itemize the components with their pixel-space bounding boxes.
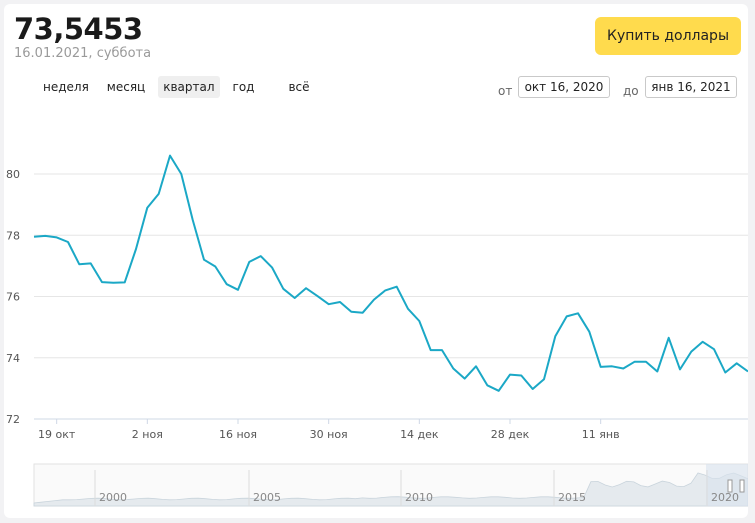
period-selector: неделя месяц квартал год всё [38,76,319,98]
data-point[interactable] [202,258,206,262]
data-point[interactable] [372,298,376,302]
navigator-year-label: 2010 [405,491,433,504]
period-week[interactable]: неделя [43,80,89,94]
x-tick-label: 11 янв [582,428,620,441]
data-point[interactable] [485,383,489,387]
y-tick-label: 74 [6,352,20,365]
navigator-year-label: 2020 [711,491,739,504]
data-point[interactable] [689,350,693,354]
data-point[interactable] [383,288,387,292]
data-point[interactable] [270,265,274,269]
data-point[interactable] [667,336,671,340]
rate-date: 16.01.2021, суббота [14,46,152,61]
data-point[interactable] [179,172,183,176]
x-tick-label: 2 ноя [132,428,163,441]
data-point[interactable] [32,235,36,239]
data-point[interactable] [191,218,195,222]
data-point[interactable] [406,307,410,311]
period-month[interactable]: месяц [106,80,146,94]
chart-area[interactable]: 72 74 76 78 80 19 окт 2 ноя 16 ноя 30 ноя 14 дек 2… [4,4,748,518]
data-point[interactable] [531,387,535,391]
navigator-handle-left[interactable] [727,479,733,493]
data-point[interactable] [349,310,353,314]
period-year[interactable]: год [232,80,255,94]
data-point[interactable] [553,334,557,338]
rate-card: 73,5453 16.01.2021, суббота Купить долла… [4,4,748,518]
data-point[interactable] [621,366,625,370]
period-quarter[interactable]: квартал [158,76,220,98]
data-point[interactable] [576,311,580,315]
range-from-label: от [498,84,513,98]
data-point[interactable] [213,264,217,268]
y-tick-label: 80 [6,168,20,181]
navigator-year-label: 2005 [253,491,281,504]
data-point[interactable] [236,288,240,292]
y-tick-label: 76 [6,291,20,304]
x-tick-label: 19 окт [38,428,76,441]
series-line [33,154,748,392]
x-tick-label: 28 дек [491,428,530,441]
range-to-input[interactable] [645,76,737,98]
data-point[interactable] [417,319,421,323]
data-point[interactable] [100,280,104,284]
data-point[interactable] [542,377,546,381]
data-point[interactable] [123,280,127,284]
data-point[interactable] [599,365,603,369]
data-point[interactable] [395,285,399,289]
data-point[interactable] [134,247,138,251]
buy-dollars-button[interactable]: Купить доллары [595,17,741,55]
navigator-year-label: 2000 [99,491,127,504]
data-point[interactable] [735,361,739,365]
data-point[interactable] [145,206,149,210]
data-point[interactable] [247,260,251,264]
data-point[interactable] [157,192,161,196]
y-tick-label: 78 [6,229,20,242]
data-point[interactable] [66,240,70,244]
period-all[interactable]: всё [288,80,310,94]
data-point[interactable] [474,364,478,368]
data-point[interactable] [644,360,648,364]
data-point[interactable] [610,364,614,368]
data-point[interactable] [463,377,467,381]
x-tick-label: 30 ноя [310,428,348,441]
data-point[interactable] [77,262,81,266]
navigator-area [33,472,748,507]
data-point[interactable] [259,254,263,258]
y-tick-label: 72 [6,413,20,426]
data-point[interactable] [497,389,501,393]
data-point[interactable] [304,286,308,290]
data-point[interactable] [633,360,637,364]
data-point[interactable] [315,294,319,298]
data-point[interactable] [43,234,47,238]
data-point[interactable] [451,366,455,370]
data-point[interactable] [655,370,659,374]
data-point[interactable] [281,287,285,291]
data-point[interactable] [440,348,444,352]
navigator-year-label: 2015 [558,491,586,504]
data-point[interactable] [508,373,512,377]
range-from-input[interactable] [518,76,610,98]
data-point[interactable] [429,348,433,352]
data-point[interactable] [338,300,342,304]
data-point[interactable] [327,302,331,306]
navigator-handle-right[interactable] [739,479,745,493]
data-point[interactable] [168,154,172,158]
data-point[interactable] [361,311,365,315]
data-point[interactable] [701,340,705,344]
range-to-label: до [623,84,639,98]
data-point[interactable] [519,374,523,378]
data-point[interactable] [587,330,591,334]
data-point[interactable] [225,282,229,286]
data-point[interactable] [565,314,569,318]
current-rate: 73,5453 [14,12,143,46]
data-point[interactable] [678,367,682,371]
x-tick-label: 14 дек [400,428,439,441]
data-point[interactable] [111,281,115,285]
data-point[interactable] [55,235,59,239]
data-point[interactable] [723,370,727,374]
data-point[interactable] [712,347,716,351]
data-point[interactable] [89,261,93,265]
data-point[interactable] [293,296,297,300]
x-tick-label: 16 ноя [219,428,257,441]
